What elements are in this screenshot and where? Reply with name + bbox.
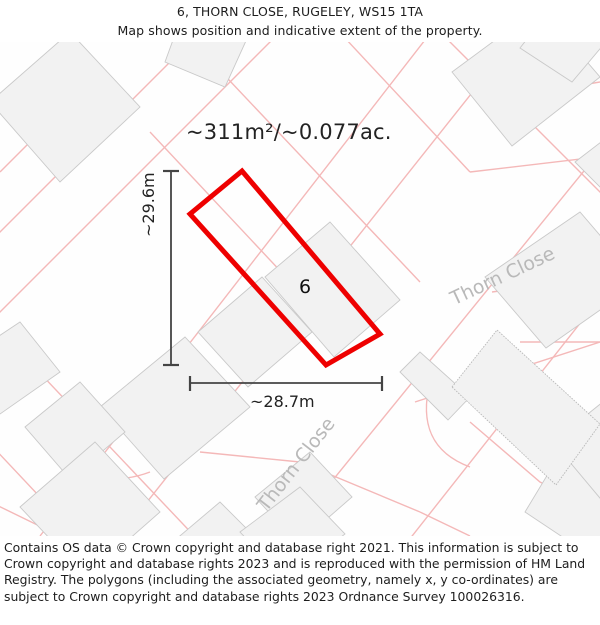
map-footer: Contains OS data © Crown copyright and d… — [0, 536, 600, 625]
map-header: 6, THORN CLOSE, RUGELEY, WS15 1TA Map sh… — [0, 0, 600, 42]
map-vector-layer — [0, 42, 600, 536]
building-footprint-large — [451, 329, 600, 486]
page-subtitle: Map shows position and indicative extent… — [117, 23, 483, 38]
property-plot-outline — [186, 167, 384, 369]
map-canvas[interactable]: ~311m²/~0.077ac. 6 ~29.6m ~28.7m Thorn C… — [0, 42, 600, 536]
page-title: 6, THORN CLOSE, RUGELEY, WS15 1TA — [176, 4, 424, 19]
building-footprints — [0, 42, 600, 536]
dimension-bars — [163, 169, 384, 391]
copyright-text: Contains OS data © Crown copyright and d… — [4, 540, 586, 604]
